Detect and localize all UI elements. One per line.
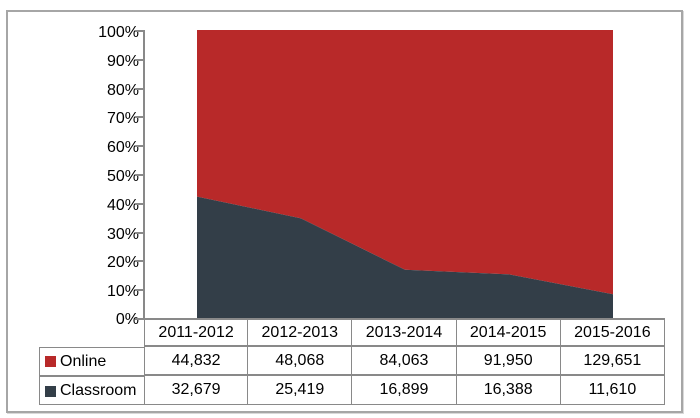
online-value-cell: 129,651 [560, 347, 665, 376]
y-axis-tick-mark [135, 232, 143, 234]
x-axis-category-cell: 2015-2016 [560, 320, 665, 347]
plot-area [197, 30, 613, 318]
classroom-legend-label: Classroom [60, 382, 137, 399]
y-axis-tick-mark [135, 88, 143, 90]
chart-frame: 100% 90% 80% 70% 60% 50% 40% 30% 20% 10%… [6, 10, 683, 413]
classroom-value-cell: 16,388 [456, 376, 561, 405]
online-data-row: 44,832 48,068 84,063 91,950 129,651 [144, 347, 665, 376]
y-axis-tick-mark [135, 30, 143, 32]
classroom-value-cell: 16,899 [352, 376, 457, 405]
y-axis-tick-mark [135, 203, 143, 205]
online-swatch-icon [45, 356, 56, 367]
legend-item-online: Online [40, 348, 144, 377]
online-value-cell: 48,068 [248, 347, 353, 376]
y-axis-tick-mark [135, 174, 143, 176]
y-axis-tick-label: 30% [106, 226, 139, 243]
y-axis-tick-mark [135, 289, 143, 291]
x-axis-category-cell: 2013-2014 [352, 320, 457, 347]
y-axis-tick-mark [135, 59, 143, 61]
online-legend-label: Online [60, 352, 107, 370]
legend-item-classroom: Classroom [40, 377, 144, 405]
x-axis-line [135, 318, 665, 320]
y-axis-tick-mark [135, 116, 143, 118]
y-axis-tick-label: 100% [98, 24, 139, 41]
x-axis-category-cell: 2011-2012 [144, 320, 249, 347]
y-axis-tick-label: 0% [115, 311, 139, 328]
y-axis-line [143, 30, 145, 320]
y-axis-tick-label: 10% [106, 283, 139, 300]
y-axis-tick-label: 80% [106, 82, 139, 99]
x-axis-labels-row: 2011-2012 2012-2013 2013-2014 2014-2015 … [144, 320, 665, 347]
classroom-value-cell: 25,419 [248, 376, 353, 405]
x-axis-category-cell: 2014-2015 [456, 320, 561, 347]
y-axis-tick-label: 60% [106, 139, 139, 156]
y-axis-tick-label: 50% [106, 168, 139, 185]
online-value-cell: 84,063 [352, 347, 457, 376]
classroom-data-row: 32,679 25,419 16,899 16,388 11,610 [144, 376, 665, 405]
classroom-value-cell: 32,679 [144, 376, 249, 405]
y-axis-tick-mark [135, 260, 143, 262]
x-axis-category-cell: 2012-2013 [248, 320, 353, 347]
classroom-swatch-icon [45, 385, 56, 397]
online-value-cell: 91,950 [456, 347, 561, 376]
online-area-series [197, 30, 613, 295]
classroom-area-series [197, 196, 613, 318]
y-axis-tick-label: 90% [106, 53, 139, 70]
y-axis-tick-label: 70% [106, 110, 139, 127]
y-axis-tick-mark [135, 145, 143, 147]
legend: Online Classroom [39, 347, 145, 405]
classroom-value-cell: 11,610 [560, 376, 665, 405]
y-axis-tick-label: 20% [106, 254, 139, 271]
y-axis-tick-label: 40% [106, 197, 139, 214]
online-value-cell: 44,832 [144, 347, 249, 376]
